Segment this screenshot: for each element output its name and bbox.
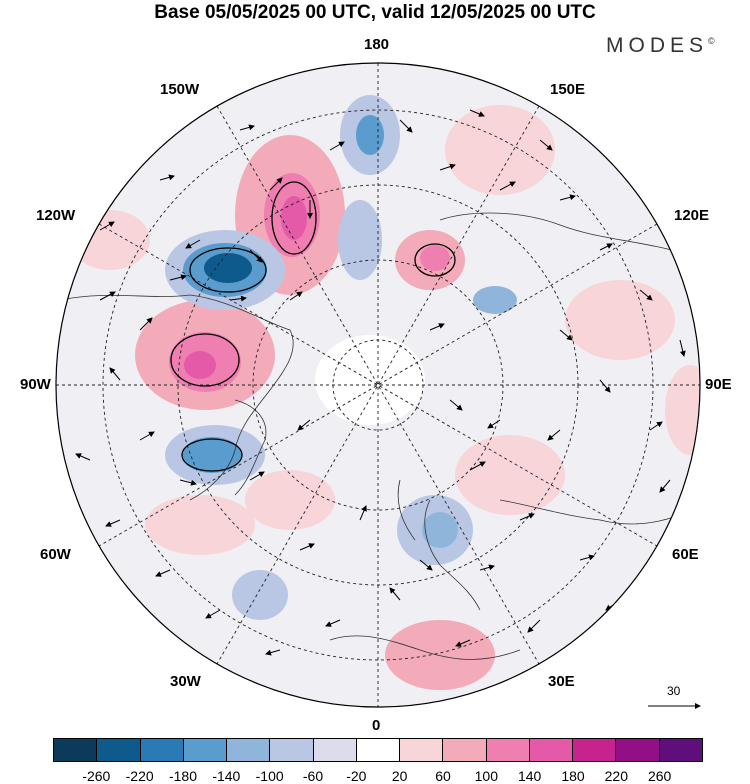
brand-name: MODES	[606, 34, 709, 57]
colorbar-swatch	[227, 739, 271, 761]
brand-mark: ©	[708, 36, 715, 46]
colorbar-swatch	[443, 739, 487, 761]
colorbar-tick-label: 20	[391, 768, 408, 784]
lon-label-180: 180	[364, 36, 390, 53]
colorbar-tick-label: -220	[125, 768, 154, 784]
colorbar-swatch	[183, 739, 228, 761]
colorbar-swatch	[659, 739, 702, 761]
colorbar-tick-label: -140	[212, 768, 241, 784]
lon-label-120e: 120E	[674, 207, 710, 224]
colorbar-tick-label: 140	[517, 768, 542, 784]
colorbar-tick-label: 220	[604, 768, 629, 784]
graticule	[56, 63, 700, 707]
colorbar-swatch	[400, 739, 444, 761]
map-boundary	[55, 62, 701, 708]
lon-label-30e: 30E	[548, 673, 575, 690]
colorbar-swatch	[54, 739, 98, 761]
colorbar-swatch	[97, 739, 141, 761]
colorbar-swatch	[573, 739, 617, 761]
lon-label-150w: 150W	[160, 81, 200, 98]
lon-label-60e: 60E	[672, 546, 699, 563]
circulation-lines	[170, 181, 456, 472]
lon-label-90w: 90W	[20, 376, 51, 393]
colorbar	[53, 738, 703, 762]
colorbar-swatch	[270, 739, 314, 761]
wind-vectors	[75, 109, 686, 656]
colorbar-swatch	[313, 739, 357, 761]
lon-label-90e: 90E	[705, 376, 732, 393]
colorbar-swatch	[140, 739, 184, 761]
colorbar-tick-label: 60	[435, 768, 451, 784]
lon-label-120w: 120W	[36, 207, 76, 224]
colorbar-swatch	[486, 739, 530, 761]
reference-vector-label: 30	[667, 684, 681, 698]
lon-label-150e: 150E	[550, 81, 586, 98]
colorbar-swatch	[616, 739, 660, 761]
colorbar-swatch	[356, 739, 401, 761]
lon-label-60w: 60W	[40, 546, 71, 563]
lon-label-30w: 30W	[170, 673, 201, 690]
chart-title: Base 05/05/2025 00 UTC, valid 12/05/2025…	[154, 2, 596, 23]
colorbar-tick-label: -180	[168, 768, 198, 784]
lon-label-0: 0	[372, 717, 381, 734]
colorbar-tick-label: -20	[346, 768, 367, 784]
colorbar-tick-label: -260	[82, 768, 111, 784]
colorbar-tick-label: -60	[302, 768, 324, 784]
colorbar-tick-label: 180	[561, 768, 585, 784]
colorbar-tick-label: 260	[647, 768, 672, 784]
colorbar-tick-label: 100	[474, 768, 499, 784]
anomaly-field	[56, 63, 700, 707]
colorbar-tick-label: -100	[255, 768, 284, 784]
colorbar-swatch	[529, 739, 574, 761]
brand-logo: MODES©	[606, 34, 715, 58]
